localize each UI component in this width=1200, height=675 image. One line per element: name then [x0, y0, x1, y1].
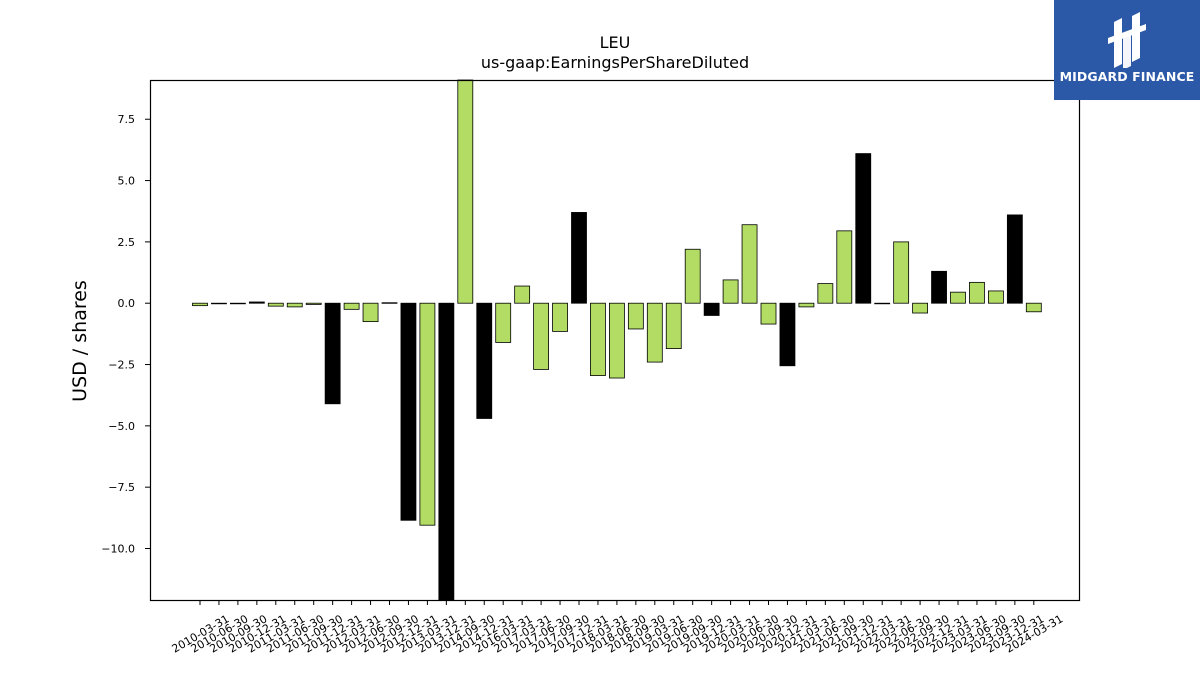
y-axis-label: USD / shares: [69, 280, 91, 402]
brand-logo-text: MIDGARD FINANCE: [1059, 69, 1195, 84]
bar-2012-06-30: [362, 302, 379, 323]
bar-2023-12-31: [1006, 214, 1023, 304]
bar-2012-03-31: [343, 302, 360, 310]
y-tick-label: −10.0: [101, 542, 135, 555]
bar-2018-06-30: [609, 302, 625, 379]
bar-2010-03-31: [192, 302, 208, 307]
plot-frame: [149, 79, 1081, 602]
y-tick-label: −7.5: [108, 481, 135, 494]
bar-2020-09-30: [760, 302, 777, 325]
bar-2017-03-31: [514, 285, 531, 304]
bar-2024-03-31: [1025, 302, 1042, 313]
bar-2021-12-31: [855, 153, 872, 304]
bar-2020-12-31: [779, 302, 796, 367]
bar-2014-09-30: [457, 79, 474, 304]
bar-2018-09-30: [627, 302, 644, 330]
bar-2017-12-31: [571, 212, 587, 304]
bar-2020-06-30: [741, 224, 758, 304]
bar-2023-09-30: [988, 290, 1004, 304]
bar-2023-03-31: [950, 291, 966, 304]
y-tick-label: 7.5: [118, 113, 136, 126]
bar-2021-09-30: [836, 230, 853, 304]
bar-2022-03-31: [874, 302, 891, 305]
bar-2022-06-30: [893, 241, 910, 304]
chart-title: LEU: [600, 33, 631, 52]
bar-2013-03-31: [419, 302, 436, 526]
bar-2013-12-31: [438, 302, 455, 601]
chart-subtitle: us-gaap:EarningsPerShareDiluted: [481, 53, 749, 72]
bar-2012-09-30: [381, 302, 398, 304]
y-tick-label: 2.5: [118, 236, 136, 249]
x-axis: 2010-03-312010-06-302010-09-302010-12-31…: [170, 600, 1065, 656]
bar-2019-03-31: [646, 302, 663, 363]
bar-2017-06-30: [533, 302, 549, 370]
bar-2011-12-31: [324, 302, 341, 405]
bar-2022-12-31: [931, 270, 947, 304]
bar-2019-12-31: [703, 302, 720, 316]
bar-2010-06-30: [211, 302, 227, 305]
y-tick-label: 5.0: [118, 175, 136, 188]
brand-logo: MIDGARD FINANCE: [1054, 0, 1200, 100]
bar-2017-09-30: [552, 302, 568, 332]
y-tick-label: −2.5: [108, 359, 135, 372]
bar-2023-06-30: [969, 281, 985, 304]
bar-2012-12-31: [400, 302, 417, 521]
midgard-logo-icon: [1108, 12, 1146, 68]
bar-2022-09-30: [912, 302, 928, 314]
bar-2010-12-31: [248, 301, 265, 304]
bar-2010-09-30: [229, 302, 246, 305]
bars-group: [192, 79, 1042, 601]
bar-2018-03-31: [590, 302, 606, 376]
bar-2020-03-31: [722, 279, 739, 304]
bar-2011-03-31: [267, 302, 284, 307]
bar-2016-03-31: [495, 302, 512, 343]
bar-2014-12-31: [476, 302, 493, 419]
y-tick-label: 0.0: [118, 297, 136, 310]
bar-2021-03-31: [798, 302, 815, 308]
y-axis: 7.5 5.0 2.5 0.0 −2.5 −5.0 −7.5 −10.0: [101, 113, 150, 555]
bar-2021-06-30: [817, 283, 834, 304]
bar-2019-06-30: [665, 302, 682, 349]
bar-2019-09-30: [684, 248, 701, 304]
bar-2011-09-30: [305, 302, 322, 305]
y-tick-label: −5.0: [108, 420, 135, 433]
bar-2011-06-30: [286, 302, 303, 308]
